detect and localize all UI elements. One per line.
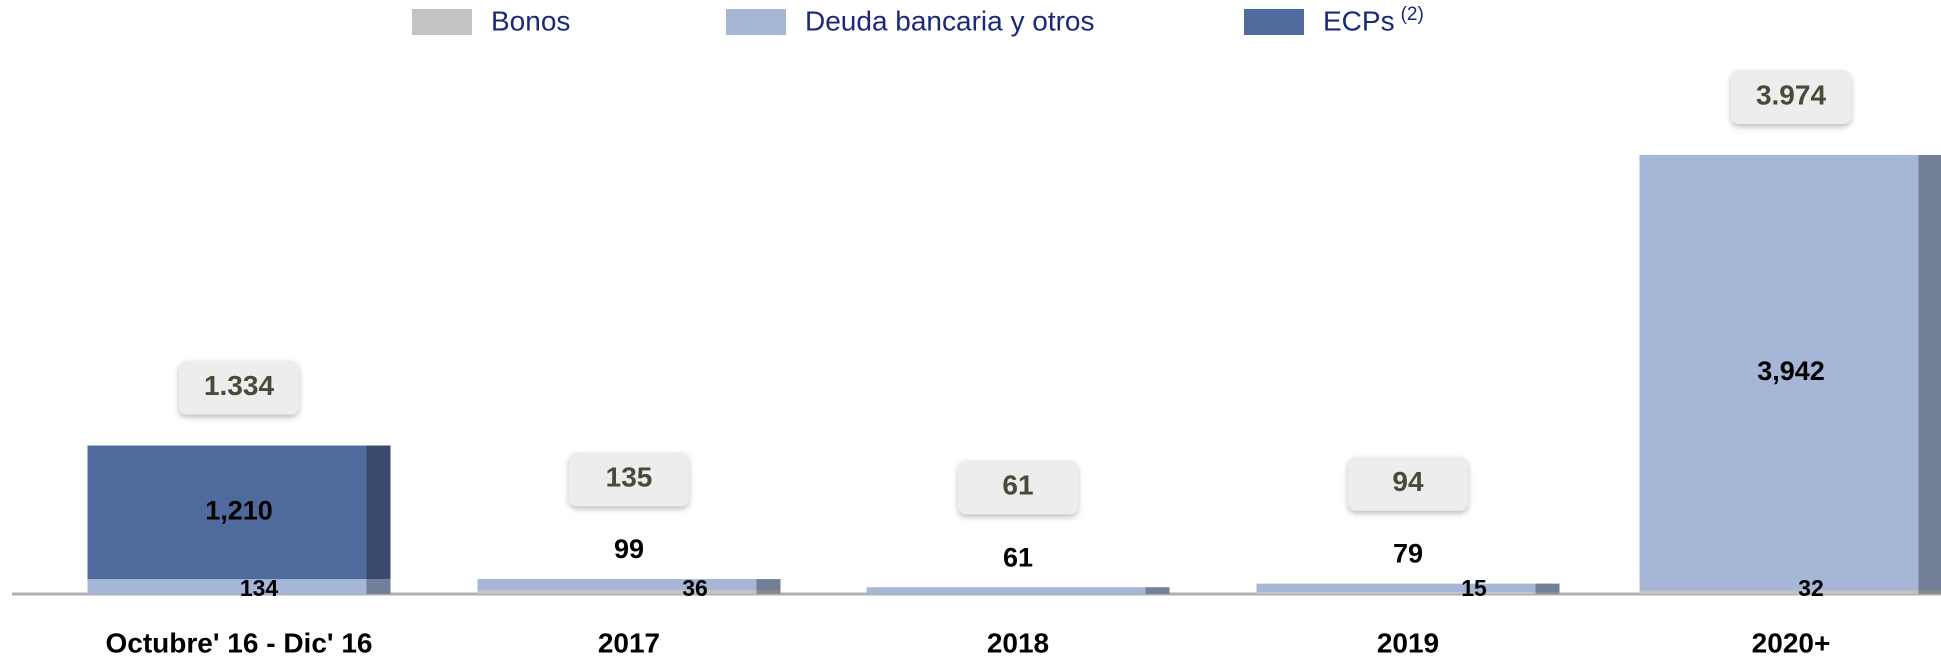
legend-swatch <box>412 9 472 35</box>
total-box <box>569 452 689 507</box>
value-label: 99 <box>614 534 644 564</box>
value-label: 3,942 <box>1757 356 1825 386</box>
x-tick-label: 2018 <box>987 627 1049 658</box>
bar-segment <box>1256 592 1560 594</box>
bar-side <box>1535 592 1560 594</box>
legend-label: Deuda bancaria y otros <box>805 5 1095 36</box>
total-label: 3.974 <box>1756 79 1826 110</box>
bar-side <box>1918 590 1941 594</box>
total-box <box>1731 70 1851 124</box>
value-label: 134 <box>240 575 279 601</box>
x-tick-label: 2017 <box>598 627 660 658</box>
bar-side <box>366 579 391 594</box>
x-tick-label: Octubre' 16 - Dic' 16 <box>106 627 373 658</box>
total-label: 94 <box>1392 466 1424 497</box>
bar-side <box>756 590 781 594</box>
total-label: 1.334 <box>204 370 274 401</box>
bar-segment <box>477 590 781 594</box>
total-box <box>179 360 299 415</box>
x-tick-label: 2020+ <box>1752 627 1831 658</box>
legend-swatch <box>726 9 786 35</box>
bar-side <box>1918 155 1941 591</box>
bar-side <box>1145 587 1170 594</box>
bar-segment <box>1639 155 1941 591</box>
value-label: 1,210 <box>205 495 273 525</box>
bar-segment <box>87 579 391 594</box>
total-label: 135 <box>606 461 653 492</box>
legend-note: (2) <box>1401 4 1424 25</box>
value-label: 36 <box>682 575 708 601</box>
total-label: 61 <box>1002 470 1033 501</box>
value-label: 79 <box>1393 539 1423 569</box>
legend-swatch <box>1244 9 1304 35</box>
value-label: 15 <box>1461 575 1487 601</box>
value-label: 61 <box>1003 542 1033 572</box>
legend-label: ECPs (2) <box>1323 4 1424 36</box>
bar-segment <box>87 445 391 580</box>
total-box <box>1348 456 1468 511</box>
bar-segment <box>866 587 1170 594</box>
value-label: 32 <box>1798 575 1824 601</box>
bar-side <box>1535 583 1560 593</box>
legend-label: Bonos <box>491 5 570 36</box>
bar-segment <box>1256 583 1560 593</box>
bar-side <box>756 579 781 591</box>
bar-side <box>366 445 391 580</box>
bar-segment <box>477 579 781 591</box>
x-tick-label: 2019 <box>1377 627 1439 658</box>
total-box <box>958 460 1078 515</box>
bar-segment <box>1639 590 1941 594</box>
